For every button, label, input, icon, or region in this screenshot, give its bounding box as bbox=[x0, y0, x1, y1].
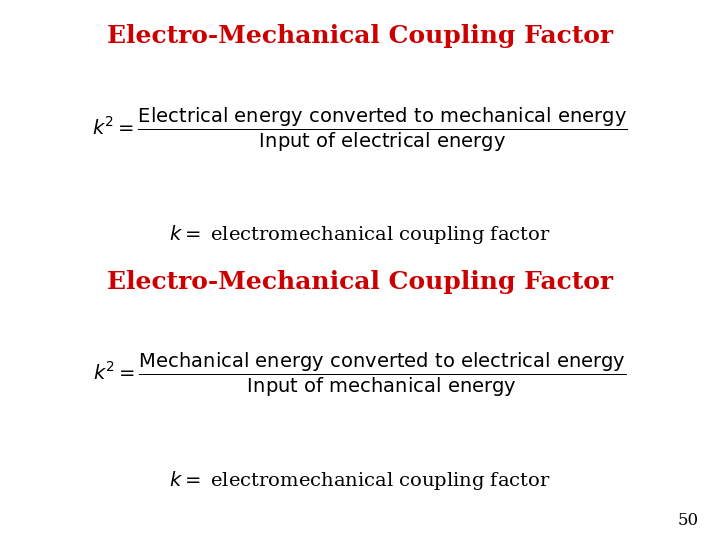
Text: $k^2 = \dfrac{\mathrm{Electrical\ energy\ converted\ to\ mechanical\ energy}}{\m: $k^2 = \dfrac{\mathrm{Electrical\ energy… bbox=[92, 105, 628, 154]
Text: 50: 50 bbox=[678, 512, 698, 529]
Text: $k =$ electromechanical coupling factor: $k =$ electromechanical coupling factor bbox=[169, 469, 551, 492]
Text: Electro-Mechanical Coupling Factor: Electro-Mechanical Coupling Factor bbox=[107, 270, 613, 294]
Text: Electro-Mechanical Coupling Factor: Electro-Mechanical Coupling Factor bbox=[107, 24, 613, 48]
Text: $k =$ electromechanical coupling factor: $k =$ electromechanical coupling factor bbox=[169, 224, 551, 246]
Text: $k^2 = \dfrac{\mathrm{Mechanical\ energy\ converted\ to\ electrical\ energy}}{\m: $k^2 = \dfrac{\mathrm{Mechanical\ energy… bbox=[94, 351, 626, 400]
